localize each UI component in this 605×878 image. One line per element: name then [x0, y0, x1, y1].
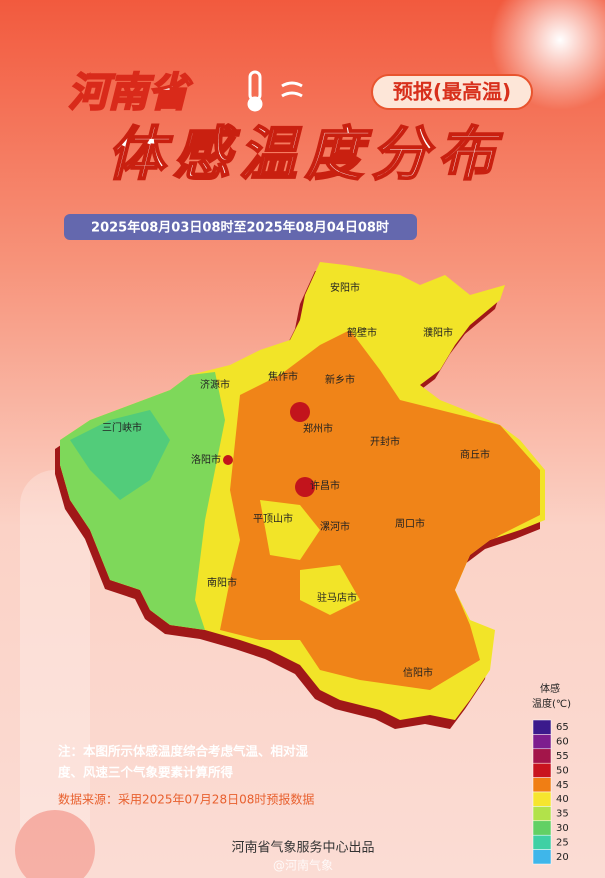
city-label: 驻马店市	[317, 591, 357, 604]
zone-50a	[290, 402, 310, 422]
city-label: 洛阳市	[191, 453, 221, 466]
zone-50b	[295, 477, 315, 497]
city-label: 鹤壁市	[347, 326, 377, 339]
publisher: 河南省气象服务中心出品	[231, 840, 374, 856]
city-label: 开封市	[370, 435, 400, 448]
tag-pill	[371, 74, 533, 110]
note: 注：本图所示体感温度综合考虑气温、相对湿	[58, 744, 309, 759]
city-label: 郑州市	[303, 422, 333, 435]
city-label: 南阳市	[207, 576, 237, 589]
province: 河南省	[68, 70, 193, 116]
city-label: 濮阳市	[423, 326, 453, 339]
legend-label: 40	[556, 794, 569, 805]
city-label: 新乡市	[325, 373, 355, 386]
thermometer-decor	[15, 470, 95, 878]
city-label: 漯河市	[320, 520, 350, 533]
legend-label: 20	[556, 852, 569, 863]
legend-label: 45	[556, 780, 569, 791]
city-label: 三门峡市	[102, 421, 142, 434]
city-label: 许昌市	[310, 479, 340, 492]
city-label: 信阳市	[403, 666, 433, 679]
city-label: 周口市	[395, 517, 425, 530]
legend-label: 65	[556, 722, 569, 733]
city-label: 济源市	[200, 378, 230, 391]
legend-swatch	[532, 820, 552, 836]
watermark: @河南气象	[273, 858, 333, 873]
legend-swatch	[532, 806, 552, 822]
legend-swatch	[532, 791, 552, 807]
legend-title: 温度(℃)	[532, 697, 571, 710]
zone-40a	[260, 500, 320, 560]
city-label: 平顶山市	[253, 512, 293, 525]
city-label: 焦作市	[268, 370, 298, 383]
period: 2025年08月03日08时至2025年08月04日08时	[91, 220, 389, 236]
legend-swatch	[532, 748, 552, 764]
legend-swatch	[532, 834, 552, 850]
tag: 预报(最高温)	[393, 80, 511, 104]
legend-swatch	[532, 777, 552, 793]
zone-30	[70, 410, 170, 500]
zone-40b	[300, 565, 360, 615]
legend: 65 60 55 50 45 40 35 30 25 20	[532, 719, 569, 865]
legend-label: 25	[556, 837, 569, 848]
weather-icons	[247, 70, 303, 112]
city-label: 安阳市	[330, 281, 360, 294]
legend-swatch	[532, 849, 552, 865]
title: 体感温度分布	[107, 120, 503, 188]
note: 度、风速三个气象要素计算所得	[58, 765, 234, 780]
legend-swatch	[532, 719, 552, 735]
city-label: 商丘市	[460, 448, 490, 461]
map: 安阳市 鹤壁市 濮阳市 济源市 焦作市 新乡市 三门峡市 郑州市 开封市 商丘市…	[55, 262, 545, 729]
legend-title: 体感	[540, 682, 560, 695]
zone-50c	[223, 455, 233, 465]
source: 数据来源：采用2025年07月28日08时预报数据	[58, 792, 314, 807]
legend-label: 50	[556, 765, 569, 776]
period-bar	[64, 214, 417, 240]
legend-label: 30	[556, 823, 569, 834]
legend-label: 55	[556, 751, 569, 762]
legend-swatch	[532, 734, 552, 750]
legend-label: 60	[556, 737, 569, 748]
legend-swatch	[532, 762, 552, 778]
legend-label: 35	[556, 809, 569, 820]
